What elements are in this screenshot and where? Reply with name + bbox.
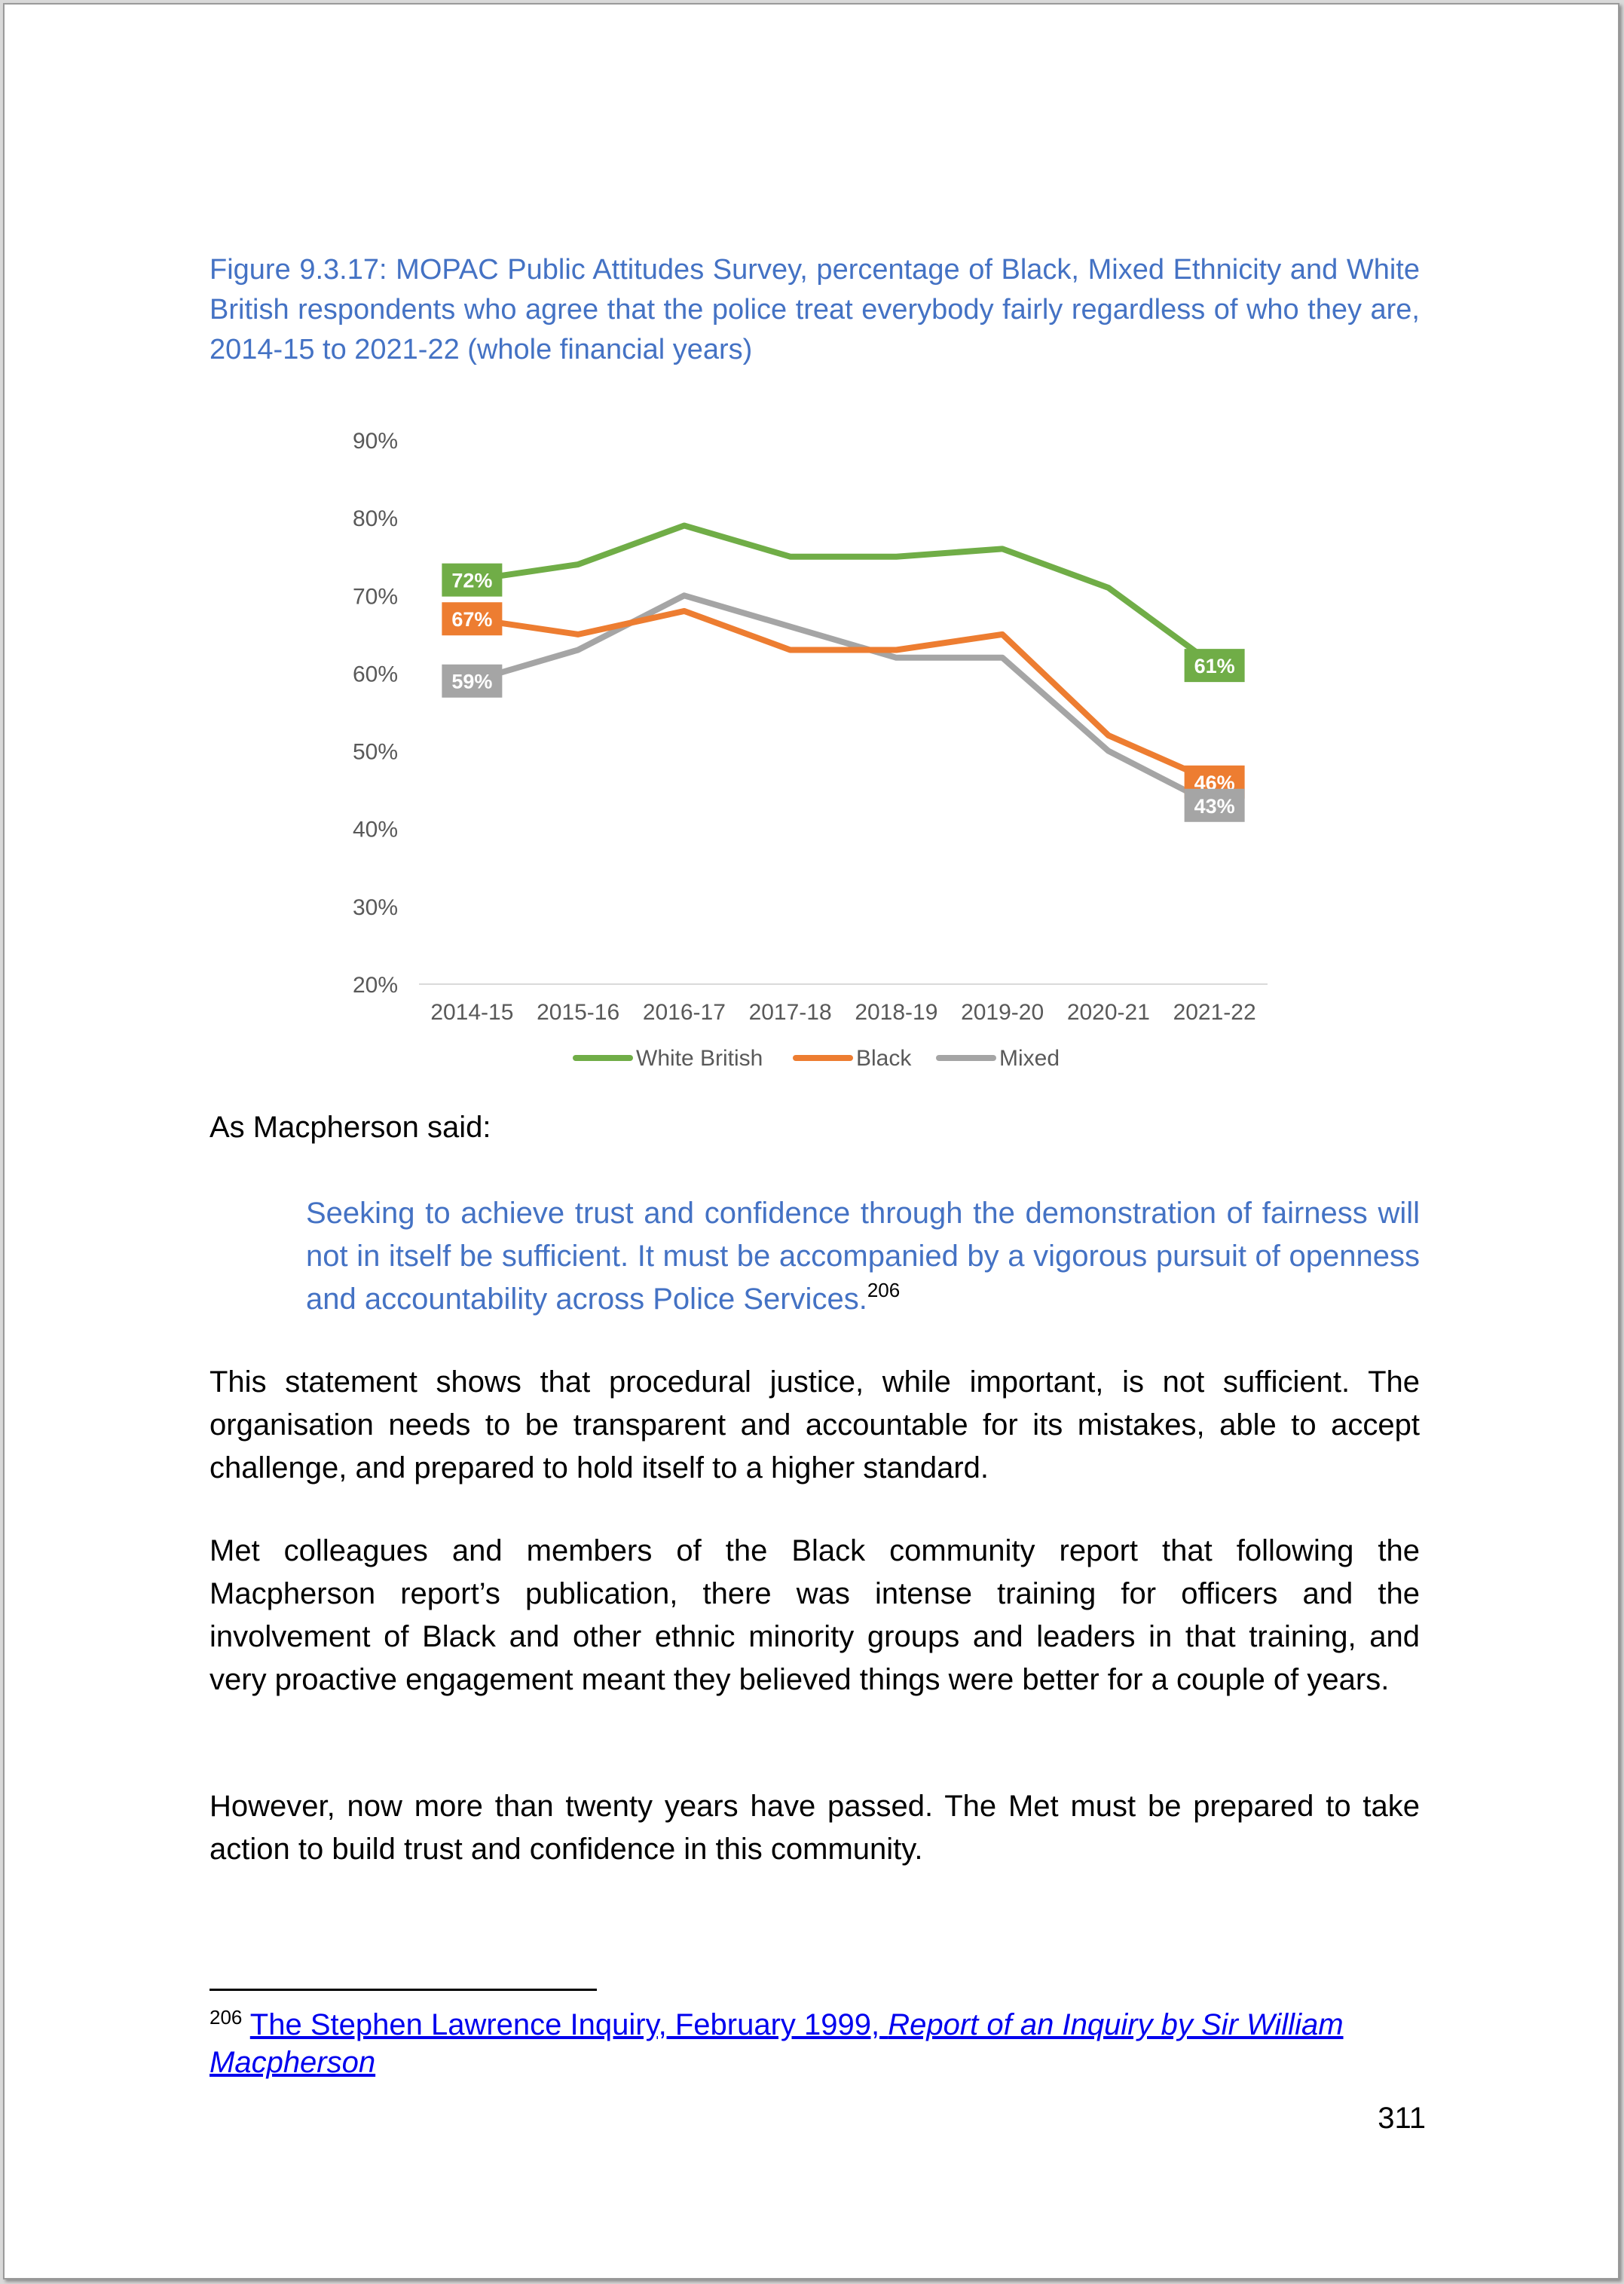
quote-footnote-ref[interactable]: 206: [867, 1279, 901, 1301]
data-label-box: [442, 563, 503, 597]
paragraph-met-colleagues: Met colleagues and members of the Black …: [209, 1534, 1420, 1696]
data-label-box: [442, 664, 503, 698]
series-line-mixed: [469, 592, 1218, 809]
intro-paragraph: As Macpherson said:: [209, 1111, 491, 1144]
data-label-box: [442, 602, 503, 636]
series-line-black: [469, 607, 1218, 785]
y-tick-label: 20%: [353, 973, 398, 998]
legend-label: White British: [636, 1046, 763, 1071]
legend-label: Mixed: [999, 1046, 1060, 1071]
series-line-white-british: [469, 522, 1218, 669]
x-tick-label: 2014-15: [430, 1000, 513, 1025]
y-tick-label: 40%: [353, 818, 398, 842]
document-page: Figure 9.3.17: MOPAC Public Attitudes Su…: [3, 3, 1619, 2279]
block-quote: Seeking to achieve trust and confidence …: [306, 1192, 1420, 1321]
paragraph-procedural-justice: This statement shows that procedural jus…: [209, 1365, 1420, 1484]
y-tick-label: 50%: [353, 740, 398, 765]
x-tick-label: 2015-16: [537, 1000, 619, 1025]
y-tick-label: 30%: [353, 895, 398, 920]
x-tick-label: 2017-18: [749, 1000, 832, 1025]
y-tick-label: 70%: [353, 584, 398, 609]
footnote: 206 The Stephen Lawrence Inquiry, Februa…: [209, 2006, 1420, 2081]
figure-caption: Figure 9.3.17: MOPAC Public Attitudes Su…: [209, 254, 1420, 365]
y-tick-label: 90%: [353, 429, 398, 454]
data-label: 61%: [1194, 655, 1235, 677]
data-label: 72%: [451, 570, 492, 592]
y-tick-label: 60%: [353, 662, 398, 686]
quote-text: Seeking to achieve trust and confidence …: [306, 1197, 1420, 1316]
paragraph-twenty-years: However, now more than twenty years have…: [209, 1790, 1420, 1866]
data-label-box: [1184, 649, 1245, 683]
data-label: 67%: [451, 608, 492, 631]
x-tick-label: 2018-19: [855, 1000, 937, 1025]
data-label: 59%: [451, 671, 492, 693]
x-tick-label: 2019-20: [961, 1000, 1044, 1025]
legend-label: Black: [856, 1046, 912, 1071]
footnote-link-plain: The Stephen Lawrence Inquiry, February 1…: [249, 2008, 888, 2041]
x-tick-label: 2020-21: [1067, 1000, 1150, 1025]
data-label: 43%: [1194, 795, 1235, 818]
x-tick-label: 2021-22: [1173, 1000, 1256, 1025]
footnote-link-italic: Report of an Inquiry by Sir William Macp…: [209, 2008, 1344, 2079]
data-label-box: [1184, 788, 1245, 822]
x-tick-label: 2016-17: [643, 1000, 726, 1025]
footnote-separator: [209, 1989, 597, 1991]
page-number: 311: [1378, 2102, 1426, 2135]
footnote-number: 206: [209, 2006, 243, 2029]
y-tick-label: 80%: [353, 506, 398, 531]
line-chart: 20% 30% 40% 50% 60% 70% 80% 90% 2014-15 2015-16 20…: [353, 429, 1268, 1071]
footnote-link[interactable]: The Stephen Lawrence Inquiry, February 1…: [209, 2008, 1344, 2079]
